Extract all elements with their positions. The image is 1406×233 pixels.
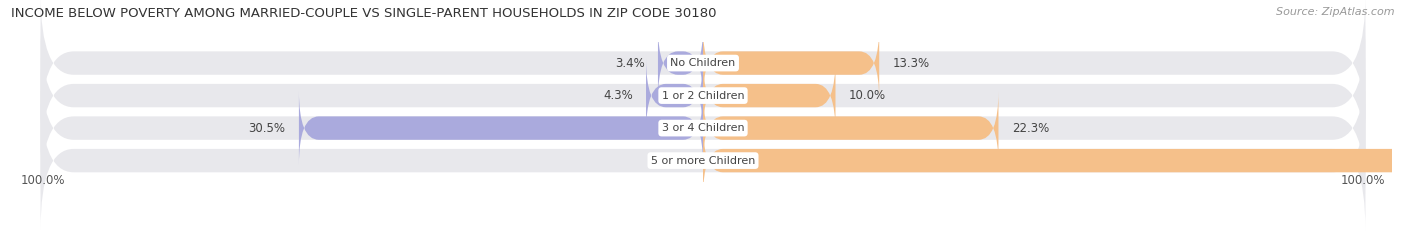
Text: INCOME BELOW POVERTY AMONG MARRIED-COUPLE VS SINGLE-PARENT HOUSEHOLDS IN ZIP COD: INCOME BELOW POVERTY AMONG MARRIED-COUPL… — [11, 7, 717, 20]
FancyBboxPatch shape — [703, 123, 1406, 198]
Text: 13.3%: 13.3% — [893, 57, 929, 70]
Text: 3 or 4 Children: 3 or 4 Children — [662, 123, 744, 133]
Text: 100.0%: 100.0% — [21, 174, 65, 187]
Text: 30.5%: 30.5% — [249, 122, 285, 135]
FancyBboxPatch shape — [41, 91, 1365, 230]
Text: 0.0%: 0.0% — [661, 154, 690, 167]
FancyBboxPatch shape — [703, 26, 879, 100]
FancyBboxPatch shape — [703, 91, 998, 165]
Text: 3.4%: 3.4% — [614, 57, 645, 70]
FancyBboxPatch shape — [703, 58, 835, 133]
FancyBboxPatch shape — [41, 0, 1365, 133]
Text: No Children: No Children — [671, 58, 735, 68]
FancyBboxPatch shape — [645, 58, 703, 133]
Text: 22.3%: 22.3% — [1012, 122, 1049, 135]
FancyBboxPatch shape — [299, 91, 703, 165]
FancyBboxPatch shape — [41, 26, 1365, 165]
Text: 1 or 2 Children: 1 or 2 Children — [662, 91, 744, 101]
Text: 5 or more Children: 5 or more Children — [651, 156, 755, 166]
Text: Source: ZipAtlas.com: Source: ZipAtlas.com — [1277, 7, 1395, 17]
FancyBboxPatch shape — [41, 58, 1365, 198]
Text: 100.0%: 100.0% — [1341, 174, 1385, 187]
Text: 10.0%: 10.0% — [849, 89, 886, 102]
FancyBboxPatch shape — [658, 26, 703, 100]
Text: 4.3%: 4.3% — [603, 89, 633, 102]
